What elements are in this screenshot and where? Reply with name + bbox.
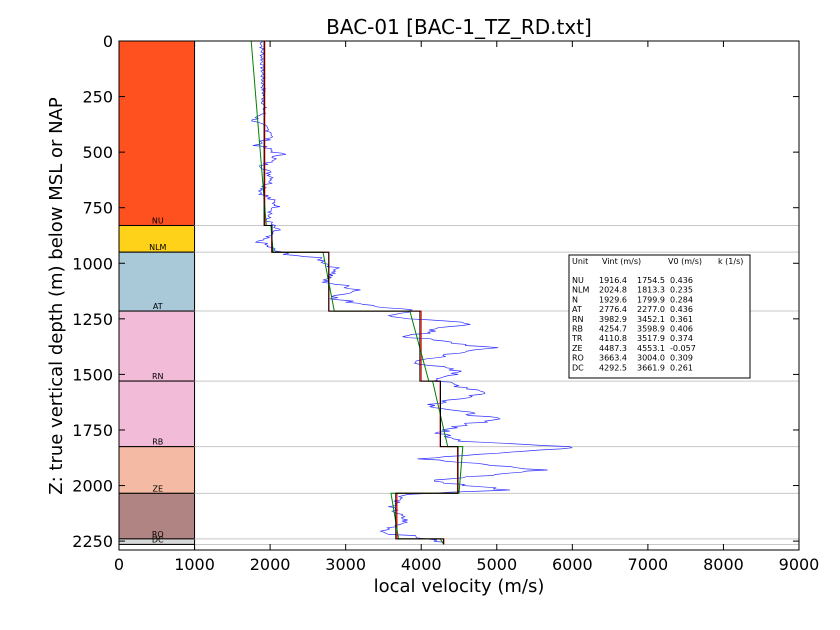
table-cell: NLM xyxy=(572,286,589,295)
table-cell: RN xyxy=(572,315,584,324)
table-cell: 0.436 xyxy=(670,276,693,285)
table-header-cell: Vint (m/s) xyxy=(602,257,641,266)
table-cell: 3004.0 xyxy=(637,354,665,363)
table-cell: -0.057 xyxy=(670,344,696,353)
table-cell: 0.436 xyxy=(670,305,693,314)
table-cell: 2277.0 xyxy=(637,305,665,314)
x-tick-label: 6000 xyxy=(552,555,593,574)
table-cell: DC xyxy=(572,363,584,372)
x-tick-label: 7000 xyxy=(628,555,669,574)
lithology-unit xyxy=(118,251,196,312)
table-header-cell: k (1/s) xyxy=(718,257,743,266)
x-tick-label: 5000 xyxy=(476,555,517,574)
velocity-series xyxy=(250,40,573,545)
table-cell: 3598.9 xyxy=(637,325,665,334)
chart-title: BAC-01 [BAC-1_TZ_RD.txt] xyxy=(326,15,592,39)
unit-label: RB xyxy=(152,438,163,447)
y-axis-ticks: 0 250 500 750 1000 1250 1500 1750 2000 2250 xyxy=(72,32,799,551)
lithology-unit xyxy=(118,40,196,226)
x-axis-title: local velocity (m/s) xyxy=(374,576,545,597)
unit-label: RO xyxy=(152,530,164,539)
x-axis-ticks: 0 1000 2000 3000 4000 5000 6000 7000 8000 9000 xyxy=(114,41,819,574)
table-cell: 1754.5 xyxy=(637,276,665,285)
x-tick-label: 8000 xyxy=(703,555,744,574)
x-tick-label: 0 xyxy=(114,555,124,574)
table-cell: 3517.9 xyxy=(637,334,665,343)
table-cell: 0.235 xyxy=(670,286,693,295)
table-cell: ZE xyxy=(572,344,583,353)
table-cell: 4254.7 xyxy=(599,325,627,334)
table-cell: 0.406 xyxy=(670,325,693,334)
table-cell: 1813.3 xyxy=(637,286,665,295)
y-tick-label: 750 xyxy=(82,199,113,218)
y-tick-label: 1000 xyxy=(72,254,113,273)
table-header-cell: Unit xyxy=(572,257,588,266)
lithology-unit xyxy=(118,543,196,551)
table-cell: RB xyxy=(572,325,583,334)
table-cell: AT xyxy=(572,305,582,314)
table-cell: 3982.9 xyxy=(599,315,627,324)
x-tick-label: 9000 xyxy=(779,555,820,574)
table-cell: N xyxy=(572,295,578,304)
table-cell: RO xyxy=(572,354,584,363)
lithology-unit xyxy=(118,446,196,494)
table-cell: 1799.9 xyxy=(637,295,665,304)
y-tick-label: 1750 xyxy=(72,421,113,440)
table-cell: 0.309 xyxy=(670,354,693,363)
x-tick-label: 1000 xyxy=(174,555,215,574)
y-axis-title: Z: true vertical depth (m) below MSL or … xyxy=(46,97,67,495)
velocity-table: Unit Vint (m/s) V0 (m/s) k (1/s) NU 1916.4 175… xyxy=(568,254,751,379)
table-cell: 3663.4 xyxy=(599,354,627,363)
table-box xyxy=(568,254,751,379)
table-cell: TR xyxy=(571,334,583,343)
unit-label: AT xyxy=(153,302,163,311)
table-cell: 2024.8 xyxy=(599,286,627,295)
table-cell: 0.361 xyxy=(670,315,693,324)
y-tick-label: 2250 xyxy=(72,532,113,551)
lithology-unit xyxy=(118,380,196,448)
table-cell: 4553.1 xyxy=(637,344,665,353)
unit-label: ZE xyxy=(153,484,164,493)
table-header-cell: V0 (m/s) xyxy=(668,257,702,266)
measured-velocity-line xyxy=(251,40,573,544)
y-tick-label: 500 xyxy=(82,143,113,162)
y-tick-label: 2000 xyxy=(72,477,113,496)
x-tick-label: 2000 xyxy=(250,555,291,574)
y-tick-label: 250 xyxy=(82,88,113,107)
table-cell: 0.374 xyxy=(670,334,693,343)
x-tick-label: 3000 xyxy=(325,555,366,574)
table-cell: 0.261 xyxy=(670,363,693,372)
y-tick-label: 1250 xyxy=(72,310,113,329)
y-tick-label: 0 xyxy=(103,32,113,51)
table-cell: 2776.4 xyxy=(599,305,627,314)
table-cell: 1916.4 xyxy=(599,276,627,285)
unit-label: RN xyxy=(152,372,164,381)
table-cell: 0.284 xyxy=(670,295,693,304)
table-cell: 4292.5 xyxy=(599,363,627,372)
interval-velocity-line xyxy=(250,40,464,545)
lithology-unit xyxy=(118,310,196,382)
table-cell: 3661.9 xyxy=(637,363,665,372)
x-tick-label: 4000 xyxy=(401,555,442,574)
table-cell: 4487.3 xyxy=(599,344,627,353)
interval-velocity-line xyxy=(264,41,458,545)
unit-label: DC xyxy=(152,535,164,544)
table-cell: NU xyxy=(572,276,584,285)
interval-velocity-line xyxy=(263,41,459,545)
unit-label: NLM xyxy=(149,243,166,252)
table-cell: 3452.1 xyxy=(637,315,665,324)
y-tick-label: 1500 xyxy=(72,365,113,384)
unit-label: NU xyxy=(152,216,164,225)
plot-frame xyxy=(118,40,800,551)
table-cell: 4110.8 xyxy=(599,334,627,343)
table-cell: 1929.6 xyxy=(599,295,627,304)
